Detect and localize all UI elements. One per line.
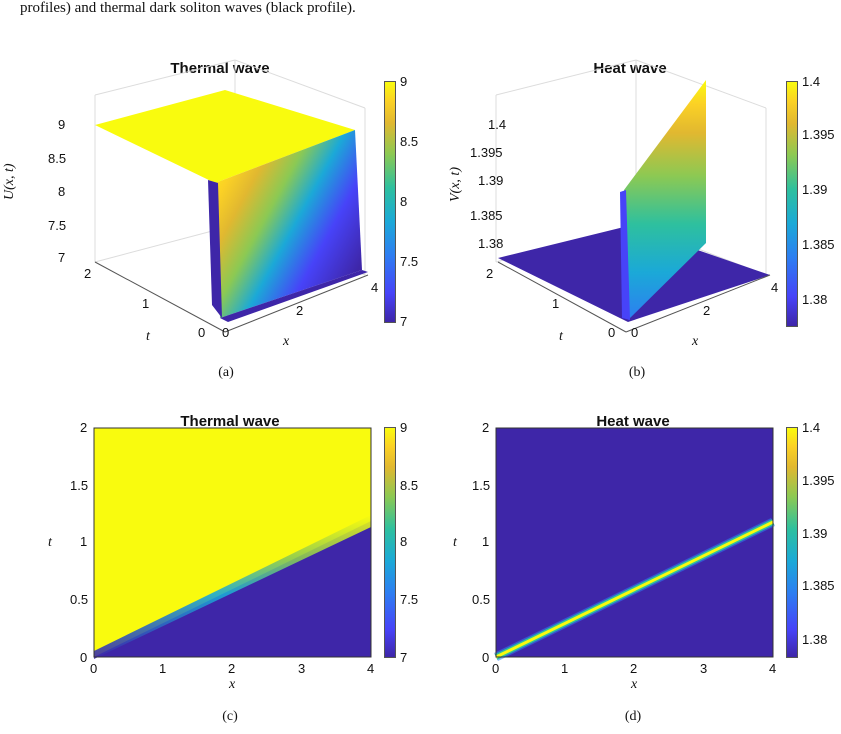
panel-c-xtick: 4 xyxy=(367,661,375,676)
panel-c-xtick: 3 xyxy=(298,661,306,676)
panel-d-title: Heat wave xyxy=(596,413,670,430)
panel-c-cbtick: 7.5 xyxy=(400,592,419,607)
panel-c-ytick: 1 xyxy=(80,534,88,549)
panel-d-cbtick: 1.395 xyxy=(802,473,835,488)
panel-a-ztick: 9 xyxy=(58,117,66,132)
panel-a-ttick: 1 xyxy=(142,296,150,311)
panel-b-xtick: 4 xyxy=(771,280,779,295)
panel-d-xlabel: x xyxy=(631,677,638,692)
panel-d-xtick: 0 xyxy=(492,661,500,676)
panel-c-xtick: 2 xyxy=(228,661,236,676)
panel-d-xtick: 1 xyxy=(561,661,569,676)
panel-b-cbtick: 1.395 xyxy=(802,127,835,142)
panel-a-cbtick: 8 xyxy=(400,194,408,209)
panel-c-ytick: 0.5 xyxy=(70,592,89,607)
panel-b-ttick: 0 xyxy=(608,325,616,340)
panel-d-ytick: 0 xyxy=(482,650,490,665)
panel-d-cbtick: 1.39 xyxy=(802,526,828,541)
header-text: profiles) and thermal dark soliton waves… xyxy=(20,0,356,16)
panel-c-xtick: 1 xyxy=(159,661,167,676)
panel-b-ztick: 1.38 xyxy=(478,236,504,251)
panel-d-ytick: 1 xyxy=(482,534,490,549)
panel-a-caption: (a) xyxy=(218,365,234,380)
panel-a-title: Thermal wave xyxy=(170,60,270,77)
panel-d-xtick: 2 xyxy=(630,661,638,676)
panel-c-ytick: 1.5 xyxy=(70,478,89,493)
panel-b-cbtick: 1.4 xyxy=(802,74,821,89)
panel-c-title: Thermal wave xyxy=(180,413,280,430)
panel-d-colorbar xyxy=(786,427,798,658)
panel-a-cbtick: 8.5 xyxy=(400,134,419,149)
panel-b-caption: (b) xyxy=(628,365,646,380)
panel-a-ztick: 7.5 xyxy=(48,218,67,233)
panel-a-ztick: 8 xyxy=(58,184,66,199)
panel-c-ytick: 2 xyxy=(80,420,88,435)
panel-d-ytick: 0.5 xyxy=(472,592,491,607)
panel-d-xtick: 3 xyxy=(700,661,708,676)
panel-d-caption: (d) xyxy=(624,709,642,724)
panel-c-cbtick: 7 xyxy=(400,650,408,665)
panel-a-xtick: 2 xyxy=(296,303,304,318)
panel-b-tlabel: t xyxy=(559,329,563,344)
panel-c-caption: (c) xyxy=(222,709,238,724)
panel-c-cbtick: 9 xyxy=(400,420,408,435)
panel-c-xtick: 0 xyxy=(90,661,98,676)
panel-a-ttick: 2 xyxy=(84,266,92,281)
panel-d-cbtick: 1.385 xyxy=(802,578,835,593)
panel-b-xtick: 0 xyxy=(631,325,639,340)
panel-c-ylabel: t xyxy=(48,535,52,550)
panel-a-colorbar xyxy=(384,81,396,323)
panel-a-xtick: 0 xyxy=(222,325,230,340)
panel-d-ytick: 1.5 xyxy=(472,478,491,493)
panel-b-ztick: 1.385 xyxy=(470,208,503,223)
panel-c-cbtick: 8.5 xyxy=(400,478,419,493)
panel-d-ylabel: t xyxy=(453,535,457,550)
panel-d-cbtick: 1.4 xyxy=(802,420,821,435)
panel-b-ttick: 2 xyxy=(486,266,494,281)
panel-b-xlabel: x xyxy=(692,334,699,349)
panel-b-cbtick: 1.39 xyxy=(802,182,828,197)
panel-d-ytick: 2 xyxy=(482,420,490,435)
panel-d-cbtick: 1.38 xyxy=(802,632,828,647)
panel-a-ttick: 0 xyxy=(198,325,206,340)
panel-a-xlabel: x xyxy=(283,334,290,349)
panel-d-xtick: 4 xyxy=(769,661,777,676)
panel-b-ttick: 1 xyxy=(552,296,560,311)
panel-c-xlabel: x xyxy=(229,677,236,692)
panel-b-cbtick: 1.38 xyxy=(802,292,828,307)
panel-a-cbtick: 7.5 xyxy=(400,254,419,269)
panel-b-xtick: 2 xyxy=(703,303,711,318)
panel-c-ytick: 0 xyxy=(80,650,88,665)
panel-a-ztick: 7 xyxy=(58,250,66,265)
panel-b-colorbar xyxy=(786,81,798,327)
panel-c-colorbar xyxy=(384,427,396,658)
panel-b-cbtick: 1.385 xyxy=(802,237,835,252)
panel-c-cbtick: 8 xyxy=(400,534,408,549)
panel-a-xtick: 4 xyxy=(371,280,379,295)
panel-b-ztick: 1.39 xyxy=(478,173,504,188)
panel-a-cbtick: 9 xyxy=(400,74,408,89)
panel-b-ztick: 1.4 xyxy=(488,117,507,132)
panel-a-tlabel: t xyxy=(146,329,150,344)
panel-b-ztick: 1.395 xyxy=(470,145,503,160)
panel-a-cbtick: 7 xyxy=(400,314,408,329)
panel-a-ztick: 8.5 xyxy=(48,151,67,166)
